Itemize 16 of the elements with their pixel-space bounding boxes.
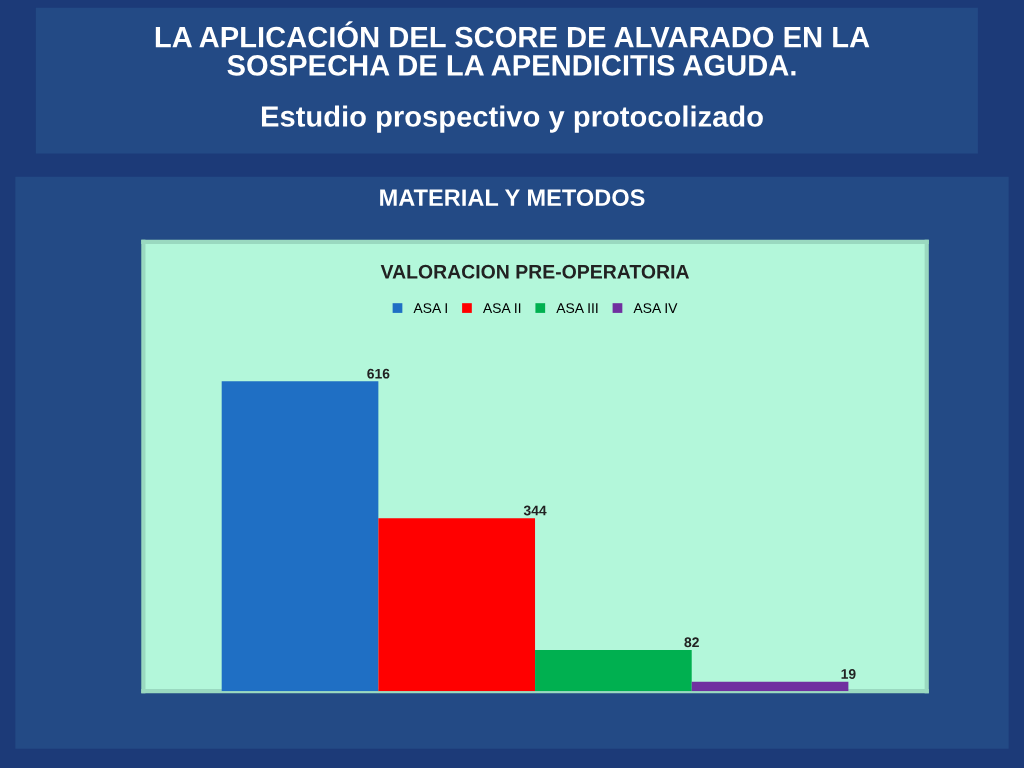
legend-label: ASA IV: [633, 303, 678, 314]
chart-title: VALORACION PRE-OPERATORIA: [380, 264, 690, 279]
bar: [535, 649, 692, 692]
data-label: 616: [367, 368, 390, 379]
bar: [378, 518, 536, 692]
bar: [691, 681, 849, 692]
text: LA APLICACIÓN DEL SCORE DE ALVARADO EN LA SOSPECHA DE LA APENDICITIS AGUDA.: [155, 21, 870, 76]
data-label: 19: [841, 669, 856, 679]
text: Estudio prospectivo y protocolizado: [261, 105, 763, 133]
text: MATERIAL Y METODOS: [380, 189, 645, 207]
bar: [221, 381, 379, 692]
legend-label: ASA III: [556, 303, 598, 314]
data-label: 82: [684, 637, 699, 648]
legend-label: ASA II: [482, 303, 521, 314]
data-label: 344: [523, 505, 547, 516]
legend-label: ASA I: [413, 303, 447, 314]
